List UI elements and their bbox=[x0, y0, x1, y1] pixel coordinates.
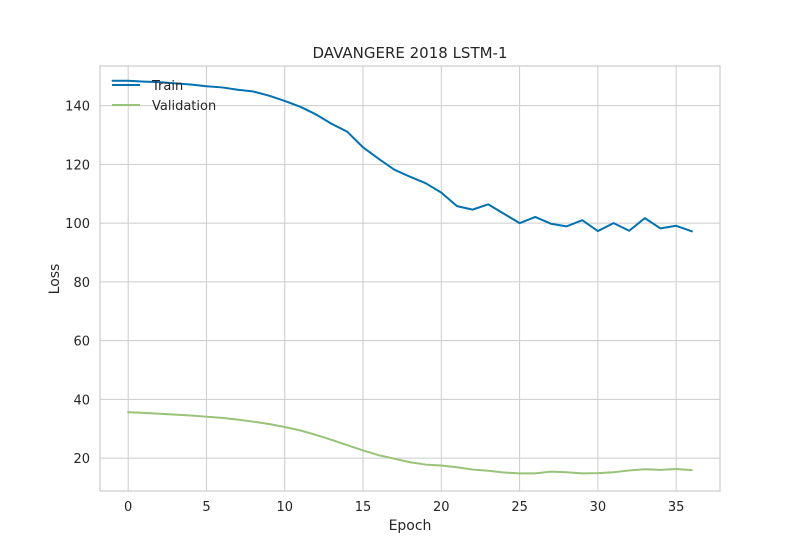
y-tick-label: 120 bbox=[65, 158, 90, 173]
y-tick-label: 60 bbox=[73, 335, 90, 350]
x-tick-label: 20 bbox=[433, 500, 450, 515]
chart-title: DAVANGERE 2018 LSTM-1 bbox=[312, 44, 507, 62]
legend: Train Validation bbox=[112, 79, 216, 114]
y-tick-label: 40 bbox=[73, 393, 90, 408]
series-line-validation bbox=[127, 411, 693, 475]
y-axis-label: Loss bbox=[47, 264, 63, 295]
y-tick-labels: 20 40 60 80 100 120 140 bbox=[65, 100, 90, 467]
series-line-train bbox=[111, 79, 693, 233]
grid bbox=[100, 66, 720, 491]
x-tick-label: 25 bbox=[511, 500, 528, 515]
plot-area bbox=[100, 66, 720, 491]
x-tick-label: 5 bbox=[202, 500, 210, 515]
x-tick-label: 35 bbox=[668, 500, 685, 515]
y-tick-label: 80 bbox=[73, 276, 90, 291]
y-tick-label: 140 bbox=[65, 100, 90, 115]
y-tick-label: 20 bbox=[73, 452, 90, 467]
x-tick-label: 0 bbox=[124, 500, 132, 515]
x-axis-label: Epoch bbox=[389, 518, 432, 534]
x-tick-labels: 0 5 10 15 20 25 30 35 bbox=[124, 500, 684, 515]
series-lines bbox=[111, 79, 693, 475]
x-tick-label: 15 bbox=[355, 500, 372, 515]
legend-label-train: Train bbox=[151, 79, 183, 94]
x-tick-label: 10 bbox=[276, 500, 293, 515]
plot-frame bbox=[99, 65, 721, 492]
x-tick-label: 30 bbox=[590, 500, 607, 515]
legend-label-validation: Validation bbox=[152, 99, 216, 114]
y-tick-label: 100 bbox=[65, 217, 90, 232]
